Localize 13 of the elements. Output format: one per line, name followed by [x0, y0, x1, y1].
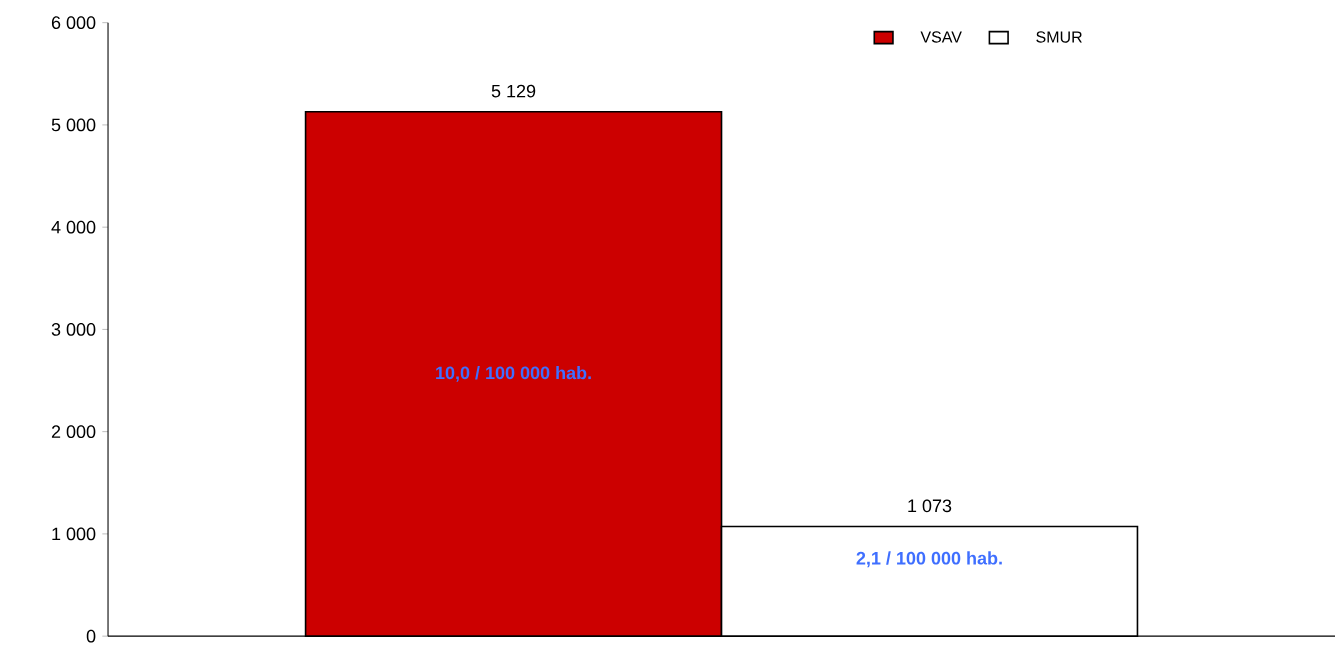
annotation: 10,0 / 100 000 hab. [436, 365, 591, 382]
y-tick-label: 3 000 [51, 322, 96, 336]
y-tick-label: 0 [86, 629, 96, 643]
data-label: 1 073 [908, 499, 952, 512]
y-tick-label: 2 000 [51, 425, 96, 438]
y-tick-label: 1 000 [52, 527, 96, 541]
y-tick-label: 6 000 [51, 16, 96, 29]
data-label: 5 129 [491, 84, 536, 98]
y-tick-label: 5 000 [51, 118, 96, 132]
legend-label: VSAV [920, 31, 962, 43]
y-tick-label: 4 000 [51, 220, 96, 234]
legend-label: SMUR [1036, 31, 1082, 43]
annotation: 2,1 / 100 000 hab. [856, 551, 1002, 567]
